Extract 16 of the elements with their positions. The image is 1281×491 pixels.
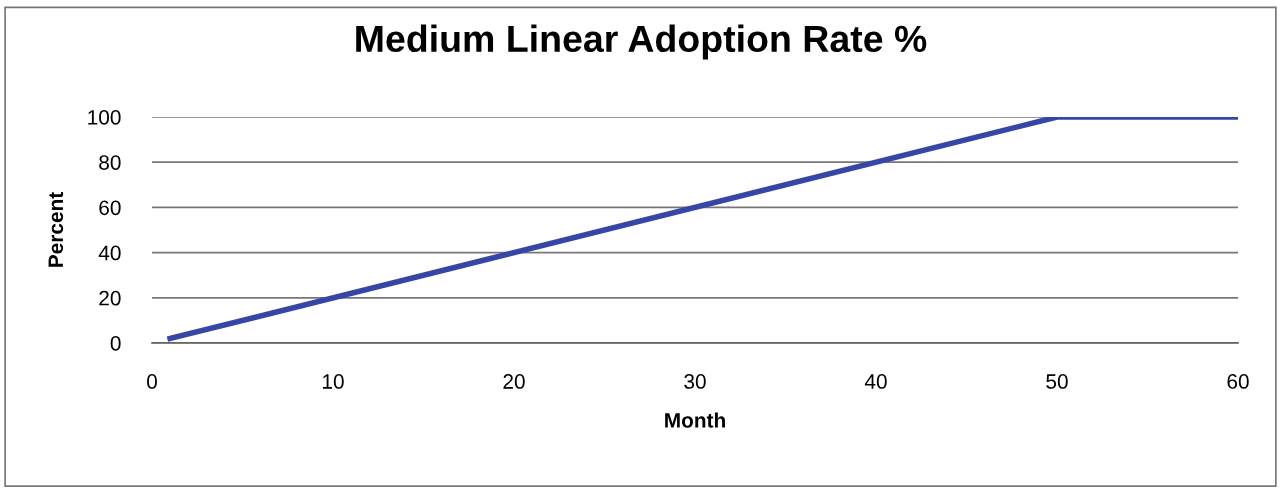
x-tick-label: 20 bbox=[503, 374, 525, 389]
x-tick-label: 60 bbox=[1227, 374, 1249, 389]
y-axis-title: Percent bbox=[48, 192, 64, 267]
y-tick-label: 0 bbox=[110, 336, 121, 351]
y-tick-label: 40 bbox=[98, 245, 121, 261]
x-tick-label: 10 bbox=[323, 374, 344, 389]
x-tick-label: 50 bbox=[1046, 374, 1068, 389]
x-tick-label: 30 bbox=[684, 374, 706, 389]
y-tick-label: 100 bbox=[88, 110, 121, 125]
x-tick-label: 40 bbox=[864, 374, 887, 389]
x-axis-title: Month bbox=[665, 412, 725, 428]
x-tick-label: 0 bbox=[147, 374, 157, 389]
y-tick-label: 60 bbox=[99, 200, 121, 216]
y-tick-label: 80 bbox=[99, 155, 121, 170]
y-tick-label: 20 bbox=[99, 290, 121, 306]
chart-title: Medium Linear Adoption Rate % bbox=[356, 24, 927, 60]
